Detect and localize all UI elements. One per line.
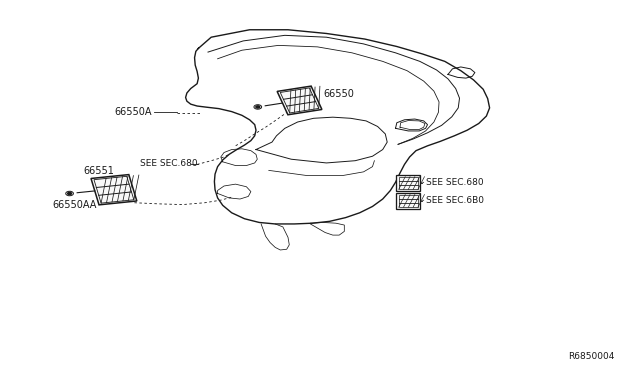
Text: 66550AA: 66550AA [52,201,97,210]
Bar [396,175,420,191]
Bar [399,195,418,207]
Text: SEE SEC.680: SEE SEC.680 [140,159,197,168]
Text: SEE SEC.680: SEE SEC.680 [426,178,483,187]
Text: SEE SEC.6B0: SEE SEC.6B0 [426,196,484,205]
Bar [280,88,319,113]
Text: R6850004: R6850004 [568,352,614,361]
Bar [277,86,322,115]
Text: 66551: 66551 [83,166,114,176]
Text: 66550A: 66550A [115,108,152,117]
Text: 66550: 66550 [324,89,355,99]
Circle shape [66,191,74,196]
Circle shape [256,106,260,108]
Bar [396,193,420,209]
Bar [91,174,137,205]
Circle shape [254,105,262,109]
Bar [399,177,418,189]
Bar [94,176,134,203]
Circle shape [68,192,72,195]
